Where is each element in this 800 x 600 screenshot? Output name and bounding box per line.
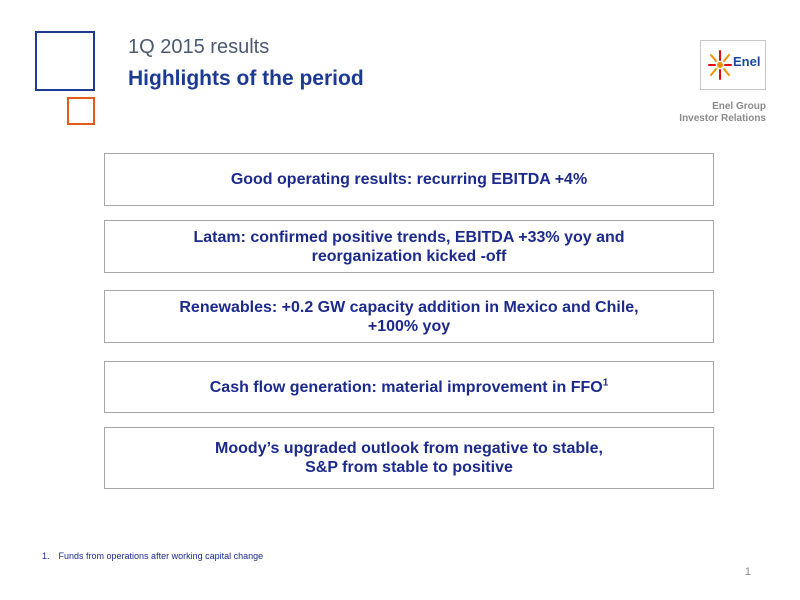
logo-wordmark: Enel: [733, 54, 761, 69]
highlight-text: Good operating results: recurring EBITDA…: [230, 171, 588, 188]
decorative-blue-square: [35, 31, 95, 91]
enel-logo: Enel: [700, 40, 766, 90]
highlight-text: Cash flow generation: material improveme…: [209, 378, 603, 396]
highlight-box-2: Latam: confirmed positive trends, EBITDA…: [104, 220, 714, 273]
highlight-box-5: Moody’s upgraded outlook from negative t…: [104, 427, 714, 489]
group-name: Enel Group: [712, 101, 766, 112]
footnote: 1. Funds from operations after working c…: [42, 551, 263, 561]
highlight-box-3: Renewables: +0.2 GW capacity addition in…: [104, 290, 714, 343]
page-title: Highlights of the period: [128, 67, 364, 90]
footnote-number: 1.: [42, 551, 50, 561]
highlight-text-line: Latam: confirmed positive trends, EBITDA…: [193, 228, 625, 246]
sun-icon: [708, 50, 732, 80]
group-label: Enel Group Investor Relations: [679, 101, 766, 125]
highlight-text-line: +100% yoy: [367, 317, 451, 335]
highlight-box-4: Cash flow generation: material improveme…: [104, 361, 714, 413]
period-label: 1Q 2015 results: [128, 36, 270, 58]
department-name: Investor Relations: [679, 113, 766, 124]
highlight-text-line: reorganization kicked -off: [311, 247, 507, 265]
footnote-marker: 1: [602, 377, 609, 389]
highlight-box-1: Good operating results: recurring EBITDA…: [104, 153, 714, 206]
decorative-orange-square: [67, 97, 95, 125]
highlight-text-line: S&P from stable to positive: [305, 459, 513, 476]
highlight-text-line: Moody’s upgraded outlook from negative t…: [215, 440, 603, 457]
page-number: 1: [744, 566, 751, 578]
highlight-text-line: Renewables: +0.2 GW capacity addition in…: [179, 298, 639, 316]
footnote-text: Funds from operations after working capi…: [58, 551, 264, 561]
